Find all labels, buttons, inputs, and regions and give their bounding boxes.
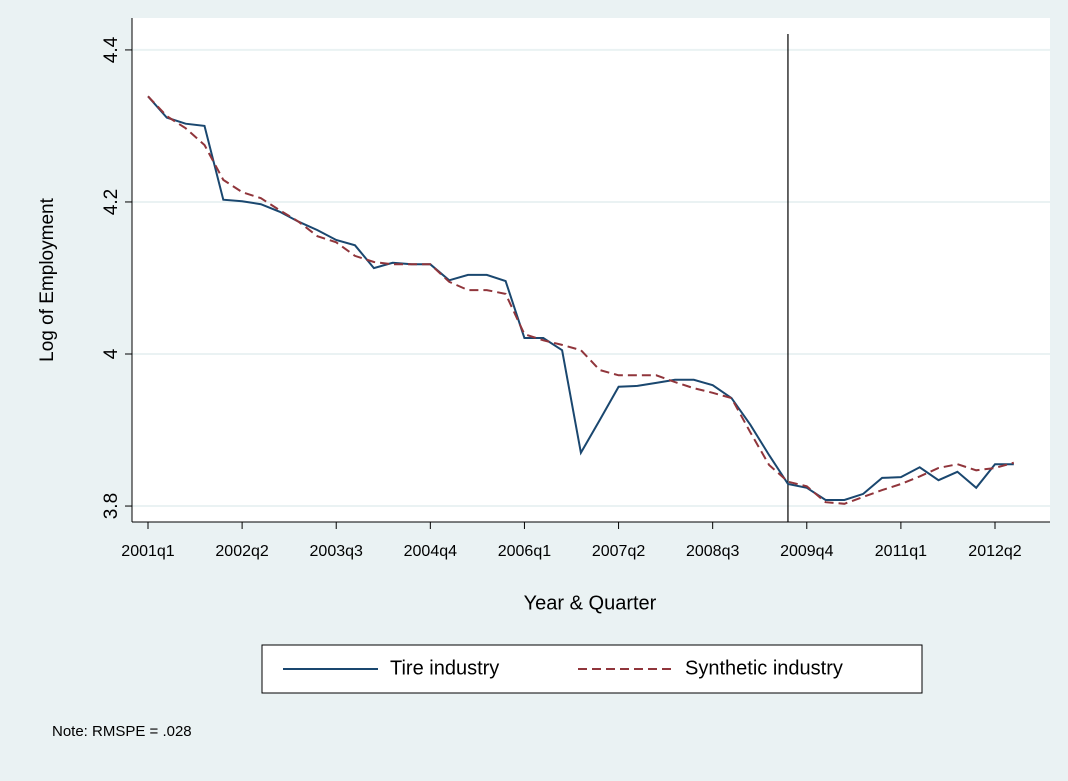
x-tick-label: 2011q1	[875, 543, 927, 560]
y-tick-label: 4.2	[101, 189, 122, 215]
x-tick-label: 2012q2	[968, 543, 1021, 560]
x-tick-label: 2008q3	[686, 543, 739, 560]
x-tick-label: 2009q4	[780, 543, 833, 560]
legend-label: Tire industry	[390, 657, 499, 679]
note: Note: RMSPE = .028	[52, 723, 192, 740]
y-tick-label: 3.8	[101, 493, 122, 519]
x-tick-label: 2002q2	[215, 543, 268, 560]
x-tick-label: 2001q1	[121, 543, 174, 560]
x-tick-label: 2007q2	[592, 543, 645, 560]
x-tick-label: 2004q4	[404, 543, 457, 560]
plot-area	[132, 18, 1050, 522]
x-tick-label: 2003q3	[310, 543, 363, 560]
x-axis-title: Year & Quarter	[524, 592, 657, 614]
y-axis-title: Log of Employment	[37, 197, 58, 361]
legend-label: Synthetic industry	[685, 657, 843, 679]
y-tick-label: 4.4	[101, 36, 122, 63]
y-tick-label: 4	[101, 348, 122, 359]
series-line	[147, 95, 1015, 505]
x-tick-label: 2006q1	[498, 543, 551, 560]
series-line	[147, 95, 1014, 501]
